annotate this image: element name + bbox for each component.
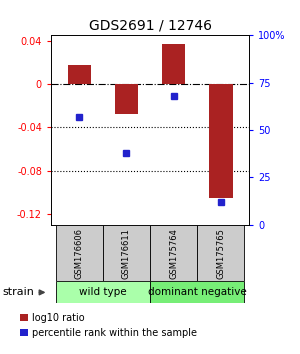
Bar [103, 225, 150, 281]
Text: GSM176611: GSM176611 [122, 228, 131, 279]
Text: GSM175764: GSM175764 [169, 228, 178, 279]
Bar [56, 281, 150, 303]
Bar [56, 225, 103, 281]
Bar [68, 65, 91, 84]
Bar [115, 84, 138, 114]
Bar [197, 225, 244, 281]
Bar [150, 225, 197, 281]
Bar [162, 44, 185, 84]
Text: GSM175765: GSM175765 [216, 228, 225, 279]
Text: dominant negative: dominant negative [148, 287, 247, 297]
Text: GSM176606: GSM176606 [75, 228, 84, 279]
Text: strain: strain [3, 287, 35, 297]
Bar [150, 281, 244, 303]
Title: GDS2691 / 12746: GDS2691 / 12746 [88, 19, 212, 33]
Legend: log10 ratio, percentile rank within the sample: log10 ratio, percentile rank within the … [20, 313, 197, 338]
Bar [209, 84, 232, 198]
Text: wild type: wild type [79, 287, 127, 297]
